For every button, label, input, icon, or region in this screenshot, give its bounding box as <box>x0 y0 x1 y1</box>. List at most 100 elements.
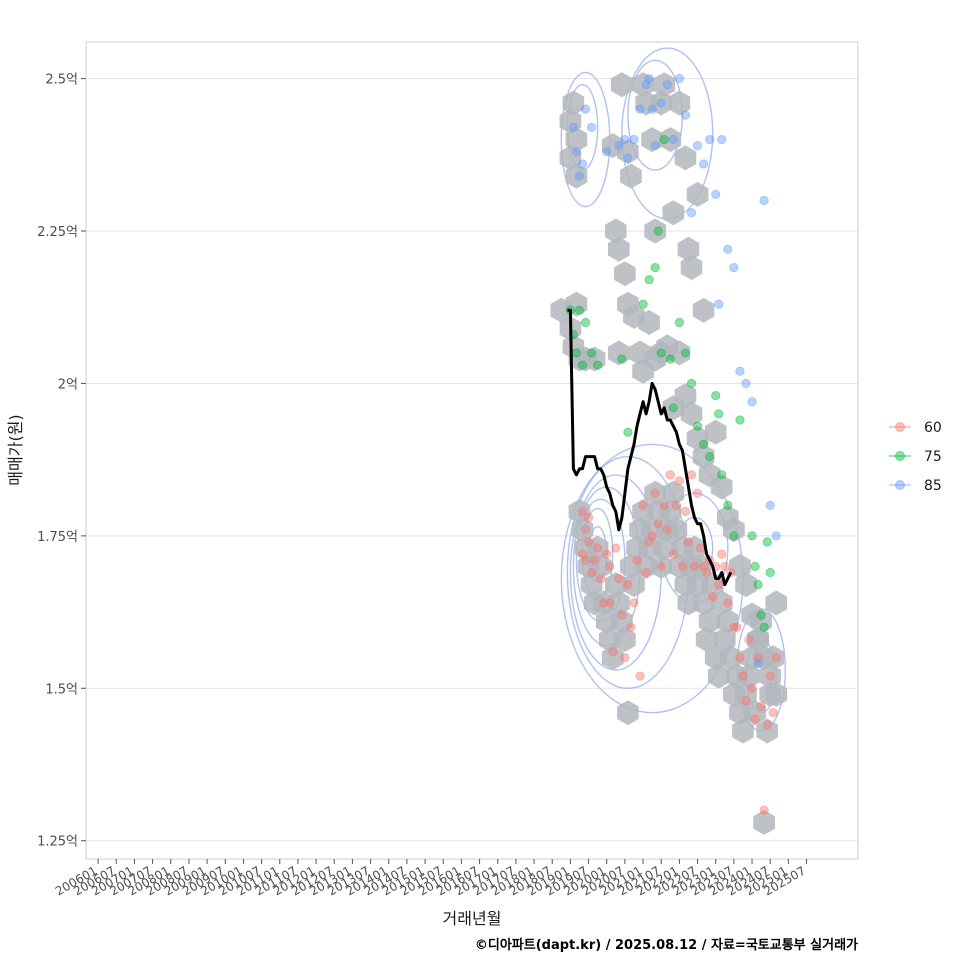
hexbin-cell <box>668 340 691 366</box>
scatter-point-85 <box>717 134 727 145</box>
hexbin-cell <box>608 236 630 262</box>
hexbin-cell <box>565 127 588 153</box>
scatter-point-85 <box>686 208 697 218</box>
hexbin-cell <box>762 645 785 671</box>
hexbin-cell <box>698 608 721 634</box>
median-price-line <box>567 308 733 587</box>
scatter-point-60 <box>605 561 615 571</box>
y-tick-label: 2억 <box>58 377 78 392</box>
scatter-point-75 <box>593 360 603 370</box>
hexbin-cell <box>662 480 685 506</box>
hexbin-cell <box>747 627 769 652</box>
hexbin-cell <box>756 718 778 744</box>
scatter-point-75 <box>759 622 769 632</box>
scatter-point-60 <box>653 519 663 529</box>
scatter-point-60 <box>611 543 621 553</box>
scatter-point-85 <box>729 262 739 273</box>
scatter-point-75 <box>705 451 715 462</box>
scatter-point-85 <box>747 397 757 407</box>
scatter-point-75 <box>717 470 727 480</box>
hexbin-cell <box>586 535 609 561</box>
scatter-point-85 <box>647 104 657 114</box>
scatter-point-85 <box>680 110 691 120</box>
scatter-point-75 <box>665 354 675 364</box>
scatter-point-75 <box>692 421 703 431</box>
scatter-point-75 <box>650 262 660 273</box>
scatter-point-85 <box>629 134 639 145</box>
scatter-point-60 <box>629 598 639 608</box>
scatter-point-60 <box>747 683 757 693</box>
scatter-point-75 <box>653 226 663 236</box>
legend-label: 75 <box>924 449 942 465</box>
scatter-point-60 <box>686 470 697 480</box>
hexbin-cell <box>765 590 788 616</box>
y-axis-title: 매매가(원) <box>6 414 25 485</box>
hexbin-cell <box>650 90 672 116</box>
scatter-point-60 <box>732 622 742 632</box>
scatter-point-60 <box>756 701 766 712</box>
scatter-point-60 <box>738 671 748 681</box>
scatter-point-75 <box>729 531 739 541</box>
scatter-point-85 <box>577 159 588 169</box>
scatter-point-60 <box>759 805 769 815</box>
scatter-point-60 <box>586 567 597 578</box>
scatter-point-85 <box>650 141 660 151</box>
scatter-point-75 <box>747 531 757 541</box>
scatter-point-75 <box>723 500 733 510</box>
scatter-point-85 <box>714 299 724 309</box>
plot-panel <box>85 41 859 860</box>
legend-key-point <box>895 422 905 432</box>
hexbin-cell <box>686 181 709 207</box>
scatter-point-75 <box>586 348 597 358</box>
scatter-point-60 <box>605 598 615 608</box>
hexbin-cell <box>568 499 591 524</box>
scatter-point-75 <box>750 561 760 571</box>
scatter-point-75 <box>656 348 666 358</box>
scatter-point-60 <box>674 476 684 486</box>
scatter-point-85 <box>692 141 703 151</box>
scatter-point-75 <box>668 403 678 413</box>
hexbin-cell <box>653 535 676 561</box>
scatter-point-85 <box>674 73 684 84</box>
hexbin-cell <box>759 681 781 707</box>
scatter-point-60 <box>708 592 718 602</box>
scatter-point-85 <box>723 244 733 254</box>
scatter-point-85 <box>620 134 630 145</box>
scatter-point-85 <box>614 141 624 151</box>
hexbin-cell <box>644 218 666 244</box>
scatter-point-60 <box>656 561 666 571</box>
scatter-point-60 <box>638 500 648 510</box>
scatter-point-60 <box>583 537 594 547</box>
scatter-point-75 <box>714 409 724 419</box>
scatter-point-75 <box>765 567 775 578</box>
hexbin-cell <box>614 627 636 652</box>
scatter-point-60 <box>608 647 618 657</box>
scatter-point-85 <box>753 659 763 669</box>
hexbin-cell <box>680 401 703 427</box>
hexbin-cell <box>738 663 760 689</box>
hexbin-cell <box>750 608 772 634</box>
hexbin-cell <box>638 310 660 335</box>
scatter-point-60 <box>750 714 760 724</box>
scatter-point-60 <box>662 525 672 535</box>
scatter-point-60 <box>671 500 681 510</box>
hexbin-cell <box>659 127 682 153</box>
scatter-point-60 <box>702 567 712 578</box>
scatter-point-60 <box>650 488 660 498</box>
legend-key-point <box>895 480 905 490</box>
hexbin-cell <box>623 572 645 598</box>
scatter-point-85 <box>765 500 775 510</box>
scatter-point-85 <box>668 134 678 145</box>
scatter-point-60 <box>771 653 781 663</box>
scatter-point-60 <box>735 653 745 663</box>
scatter-point-85 <box>568 122 579 132</box>
scatter-point-60 <box>665 470 675 480</box>
scatter-point-85 <box>571 147 582 157</box>
hexbin-cell <box>571 517 594 543</box>
hexbin-cell <box>680 255 703 281</box>
scatter-point-60 <box>720 561 730 571</box>
scatter-point-60 <box>765 671 775 681</box>
legend-label: 60 <box>924 420 942 436</box>
hexbin-cell <box>753 809 775 835</box>
